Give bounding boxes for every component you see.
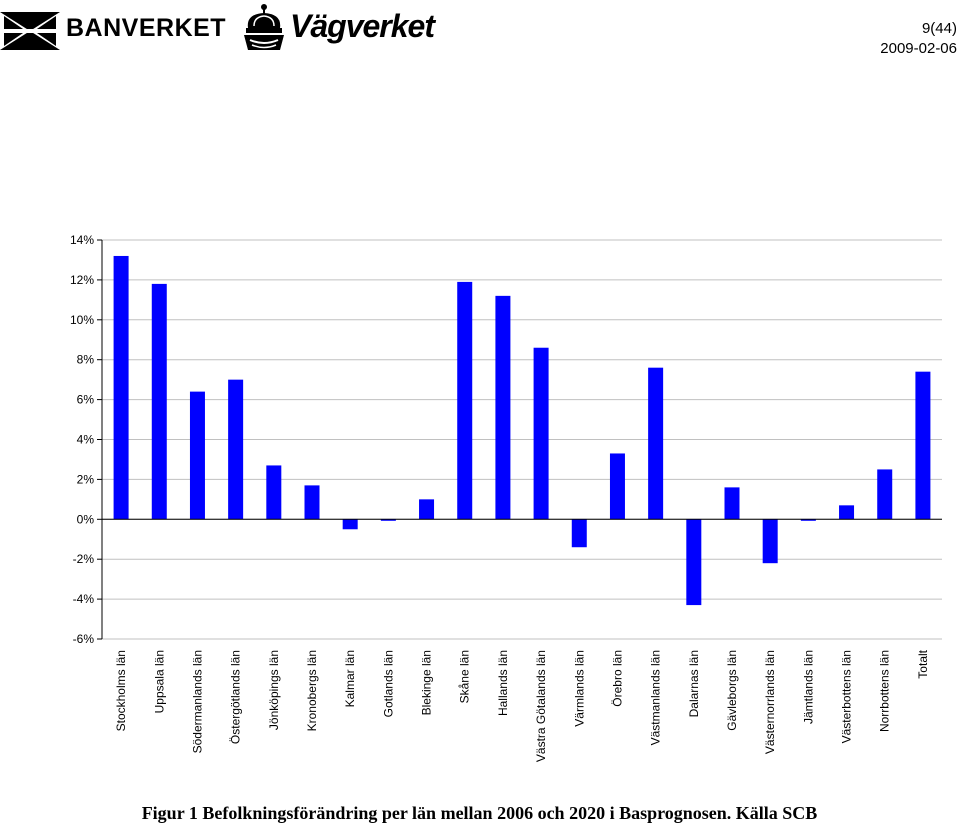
bar	[189, 391, 205, 520]
x-category-label: Hallands län	[496, 650, 510, 716]
bar	[342, 519, 358, 530]
x-category-label: Kronobergs län	[305, 650, 319, 731]
bar	[839, 505, 855, 520]
banverket-brand: BANVERKET	[66, 14, 227, 42]
x-category-label: Gävleborgs län	[725, 650, 739, 731]
bar	[380, 519, 396, 521]
bar	[113, 255, 129, 520]
y-tick-label: -4%	[73, 592, 95, 606]
x-category-label: Stockholms län	[114, 650, 128, 731]
page-header: BANVERKET Vägverket 9(44) 2009-02-06	[0, 0, 959, 70]
x-category-label: Västernorrlands län	[763, 650, 777, 754]
y-tick-label: 6%	[77, 393, 95, 407]
bar	[495, 295, 511, 520]
y-tick-label: 0%	[77, 512, 95, 526]
x-category-label: Västerbottens län	[840, 650, 854, 743]
bar	[266, 465, 282, 520]
x-category-label: Uppsala län	[152, 650, 166, 713]
y-tick-label: 10%	[70, 313, 94, 327]
x-category-label: Östergötlands län	[229, 650, 243, 744]
y-tick-label: 4%	[77, 433, 95, 447]
x-category-label: Jönköpings län	[267, 650, 281, 730]
x-category-label: Västra Götalands län	[534, 650, 548, 762]
x-category-label: Västmanlands län	[649, 650, 663, 745]
x-category-label: Skåne län	[458, 650, 472, 703]
x-category-label: Gotlands län	[381, 650, 395, 717]
x-category-label: Norrbottens län	[878, 650, 892, 732]
x-category-label: Kalmar län	[343, 650, 357, 707]
x-category-label: Blekinge län	[420, 650, 434, 715]
y-tick-label: -2%	[73, 552, 95, 566]
bar	[304, 485, 320, 520]
bar	[762, 519, 778, 564]
bar	[724, 487, 740, 520]
y-tick-label: -6%	[73, 632, 95, 646]
bar	[571, 519, 587, 548]
bar	[800, 519, 816, 521]
bar	[228, 379, 244, 520]
population-change-bar-chart: 14% 12% 10% 8% 6% 4% 2% 0% -2% -4% -6% Stockholms l…	[70, 233, 942, 762]
bar	[533, 347, 549, 520]
x-category-label: Jämtlands län	[801, 650, 815, 724]
y-tick-label: 8%	[77, 353, 95, 367]
y-tick-label: 14%	[70, 233, 94, 247]
bar	[151, 283, 167, 520]
bar	[877, 469, 893, 520]
y-tick-label: 12%	[70, 273, 94, 287]
x-category-label: Örebro län	[610, 650, 624, 707]
bar	[915, 371, 931, 520]
x-category-label: Totalt	[916, 649, 930, 678]
bar	[457, 281, 473, 520]
bar	[648, 367, 664, 520]
page-date: 2009-02-06	[880, 40, 957, 57]
y-tick-label: 2%	[77, 472, 95, 486]
x-category-label: Värmlands län	[572, 650, 586, 727]
x-category-label: Södermanlands län	[190, 650, 204, 753]
x-category-label: Dalarnas län	[687, 650, 701, 717]
bar	[609, 453, 625, 520]
bar	[686, 519, 702, 606]
page-number: 9(44)	[921, 20, 957, 37]
bar	[419, 499, 435, 520]
banverket-logo-icon	[0, 12, 60, 50]
vagverket-brand: Vägverket	[290, 8, 435, 44]
figure-caption: Figur 1 Befolkningsförändring per län me…	[141, 803, 818, 823]
crown-emblem-icon	[244, 4, 284, 50]
